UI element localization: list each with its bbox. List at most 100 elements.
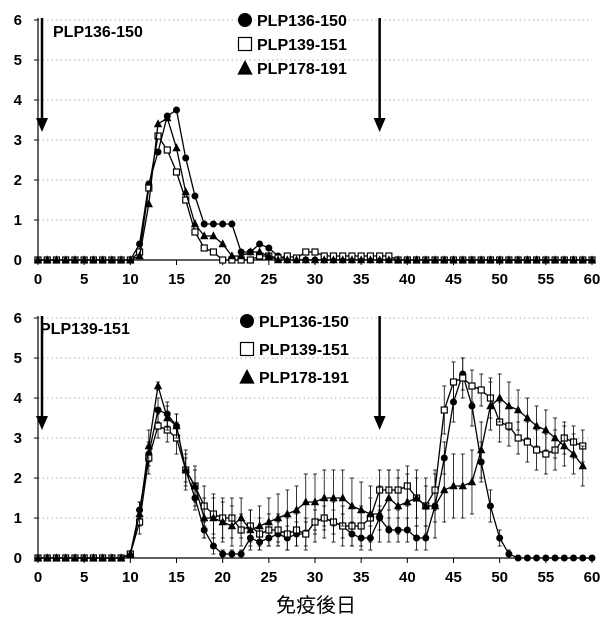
data-point bbox=[172, 421, 181, 430]
data-point bbox=[154, 132, 162, 140]
data-point bbox=[578, 255, 587, 264]
legend-label: PLP139-151 bbox=[259, 342, 349, 359]
data-point bbox=[338, 493, 347, 502]
data-point bbox=[265, 244, 273, 252]
data-point bbox=[375, 255, 384, 264]
panel-annotation: PLP136-150 bbox=[53, 24, 143, 41]
x-tick-label: 40 bbox=[399, 569, 416, 586]
legend-label: PLP178-191 bbox=[257, 61, 347, 78]
arrow-head bbox=[36, 118, 48, 132]
data-point bbox=[505, 550, 513, 558]
data-point bbox=[338, 255, 347, 264]
data-point bbox=[569, 255, 578, 264]
x-axis-label: 免疫後日 bbox=[276, 593, 356, 617]
legend-marker-triangle bbox=[237, 59, 253, 75]
data-point bbox=[422, 534, 430, 542]
data-point bbox=[209, 248, 218, 256]
data-point bbox=[246, 256, 254, 264]
y-tick-label: 2 bbox=[14, 172, 22, 189]
data-point bbox=[218, 239, 227, 248]
data-point bbox=[449, 378, 458, 386]
legend-label: PLP178-191 bbox=[259, 370, 349, 387]
data-point bbox=[514, 434, 522, 442]
data-point bbox=[570, 554, 578, 562]
legend-label: PLP136-150 bbox=[259, 314, 349, 331]
data-point bbox=[228, 550, 236, 558]
data-point bbox=[550, 255, 560, 264]
data-point bbox=[523, 554, 531, 562]
data-point bbox=[513, 255, 523, 264]
data-point bbox=[70, 553, 80, 562]
arrow-head bbox=[36, 416, 48, 430]
x-tick-label: 10 bbox=[122, 271, 139, 288]
data-point bbox=[403, 255, 412, 264]
data-point bbox=[347, 255, 357, 264]
x-tick-label: 50 bbox=[491, 569, 508, 586]
data-point bbox=[181, 465, 190, 474]
data-point bbox=[219, 220, 227, 228]
data-point bbox=[310, 255, 320, 264]
x-tick-label: 50 bbox=[491, 271, 508, 288]
arrow-icon bbox=[373, 18, 386, 132]
data-point bbox=[255, 247, 264, 256]
data-point bbox=[467, 255, 477, 264]
data-point bbox=[283, 509, 292, 518]
data-point bbox=[107, 255, 117, 264]
data-point bbox=[172, 143, 181, 152]
data-point bbox=[403, 497, 412, 506]
data-point bbox=[80, 553, 89, 562]
data-point bbox=[569, 449, 578, 458]
data-point bbox=[495, 393, 504, 402]
legend-marker-triangle bbox=[239, 368, 255, 384]
series-PLP139-151 bbox=[34, 132, 596, 264]
data-point bbox=[440, 485, 449, 494]
data-point bbox=[532, 446, 541, 454]
x-tick-label: 20 bbox=[214, 569, 231, 586]
x-tick-label: 60 bbox=[584, 271, 601, 288]
data-point bbox=[357, 255, 366, 264]
data-point bbox=[486, 502, 494, 510]
data-point bbox=[116, 553, 126, 562]
data-point bbox=[255, 521, 264, 530]
y-tick-label: 3 bbox=[14, 430, 22, 447]
data-point bbox=[504, 401, 514, 410]
data-point bbox=[153, 381, 163, 390]
y-tick-label: 3 bbox=[14, 132, 22, 149]
data-point bbox=[182, 154, 190, 162]
y-tick-label: 6 bbox=[14, 310, 22, 327]
series-PLP136-150 bbox=[34, 106, 596, 264]
data-point bbox=[579, 554, 587, 562]
data-point bbox=[116, 255, 126, 264]
y-tick-label: 5 bbox=[14, 350, 22, 367]
data-point bbox=[496, 534, 504, 542]
data-point bbox=[459, 374, 467, 382]
x-tick-label: 25 bbox=[260, 569, 277, 586]
data-point bbox=[191, 192, 199, 200]
x-tick-label: 15 bbox=[168, 569, 185, 586]
data-point bbox=[533, 554, 541, 562]
data-point bbox=[320, 255, 329, 264]
x-tick-label: 20 bbox=[214, 271, 231, 288]
data-point bbox=[80, 255, 89, 264]
x-tick-label: 35 bbox=[353, 271, 370, 288]
data-point bbox=[302, 530, 310, 538]
data-point bbox=[514, 554, 522, 562]
y-tick-label: 4 bbox=[14, 92, 23, 109]
data-point bbox=[412, 493, 421, 502]
data-point bbox=[412, 255, 421, 264]
data-point bbox=[413, 534, 421, 542]
data-point bbox=[486, 255, 495, 264]
data-point bbox=[181, 187, 190, 196]
data-point bbox=[246, 525, 255, 534]
data-point bbox=[421, 501, 430, 510]
data-point bbox=[393, 255, 403, 264]
data-point bbox=[430, 501, 440, 510]
data-point bbox=[89, 255, 98, 264]
data-point bbox=[550, 433, 560, 442]
data-point bbox=[209, 220, 217, 228]
data-point bbox=[43, 255, 52, 264]
data-point bbox=[154, 406, 162, 414]
data-point bbox=[430, 255, 440, 264]
x-tick-label: 45 bbox=[445, 271, 462, 288]
